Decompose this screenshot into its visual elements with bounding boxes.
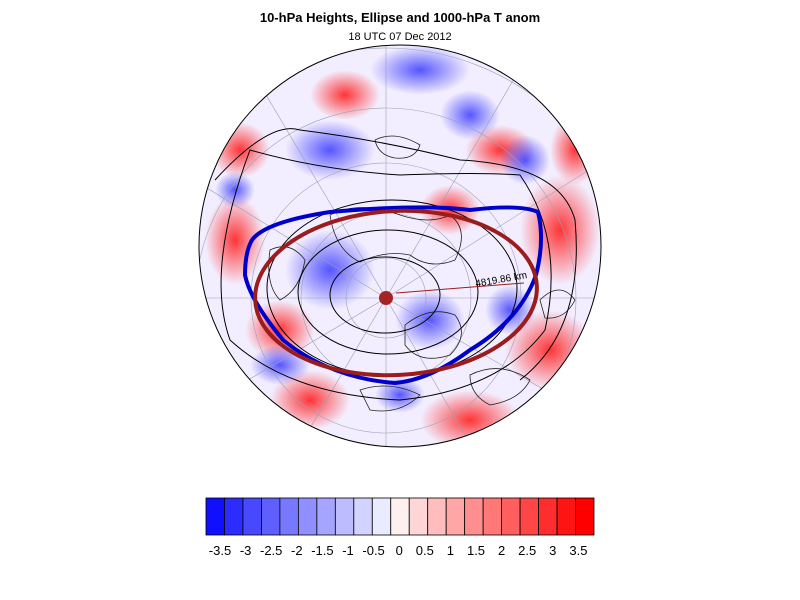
ellipse-center-marker [379, 291, 393, 305]
colorbar-swatch [297, 497, 318, 536]
colorbar-tick-label: 3.5 [569, 543, 588, 558]
temperature-anomaly-field [199, 45, 601, 447]
colorbar-swatch [538, 497, 558, 536]
colorbar-swatch [464, 497, 484, 536]
colorbar-swatch [575, 497, 595, 536]
colorbar-swatch [519, 497, 539, 536]
fitted-ellipse [253, 208, 539, 378]
colorbar-swatch [371, 497, 392, 536]
colorbar-tick-label: -2 [291, 543, 303, 558]
colorbar-swatch [279, 497, 299, 536]
colorbar-swatch [334, 497, 355, 536]
colorbar-tick-label: 1 [446, 543, 455, 558]
colorbar-tick-label: -0.5 [362, 543, 385, 558]
colorbar-swatch [242, 497, 262, 536]
coastlines [268, 135, 576, 412]
colorbar [205, 497, 595, 536]
colorbar-swatch [224, 497, 244, 536]
colorbar-swatch [390, 497, 410, 536]
colorbar-tick-label: 2 [497, 543, 506, 558]
ellipse-major-axis [395, 282, 525, 294]
colorbar-swatch [501, 497, 521, 536]
colorbar-swatch [205, 497, 225, 536]
map-boundary [198, 44, 602, 448]
colorbar-swatch [556, 497, 576, 536]
colorbar-tick-label: -1.5 [311, 543, 334, 558]
colorbar-tick-label: -3.5 [208, 543, 232, 558]
colorbar-tick-label: -1 [342, 543, 354, 558]
map-title: 10-hPa Heights, Ellipse and 1000-hPa T a… [259, 10, 541, 25]
colorbar-tick-label: 2.5 [518, 543, 537, 558]
colorbar-swatch [353, 497, 373, 536]
colorbar-swatch [482, 497, 503, 536]
colorbar-tick-label: 3 [549, 543, 557, 558]
colorbar-swatch [408, 497, 429, 536]
colorbar-tick-label: 0.5 [415, 543, 434, 558]
polar-vortex-edge-contour [242, 205, 544, 386]
map-subtitle: 18 UTC 07 Dec 2012 [348, 31, 452, 43]
colorbar-swatch [261, 497, 281, 536]
colorbar-tick-label: 1.5 [466, 543, 486, 558]
colorbar-tick-label: -3 [239, 543, 252, 558]
colorbar-swatch [316, 497, 336, 536]
colorbar-tick-label: 0 [395, 543, 403, 558]
colorbar-swatch [445, 497, 466, 536]
colorbar-tick-label: -2.5 [259, 543, 283, 558]
colorbar-swatch [427, 497, 447, 536]
